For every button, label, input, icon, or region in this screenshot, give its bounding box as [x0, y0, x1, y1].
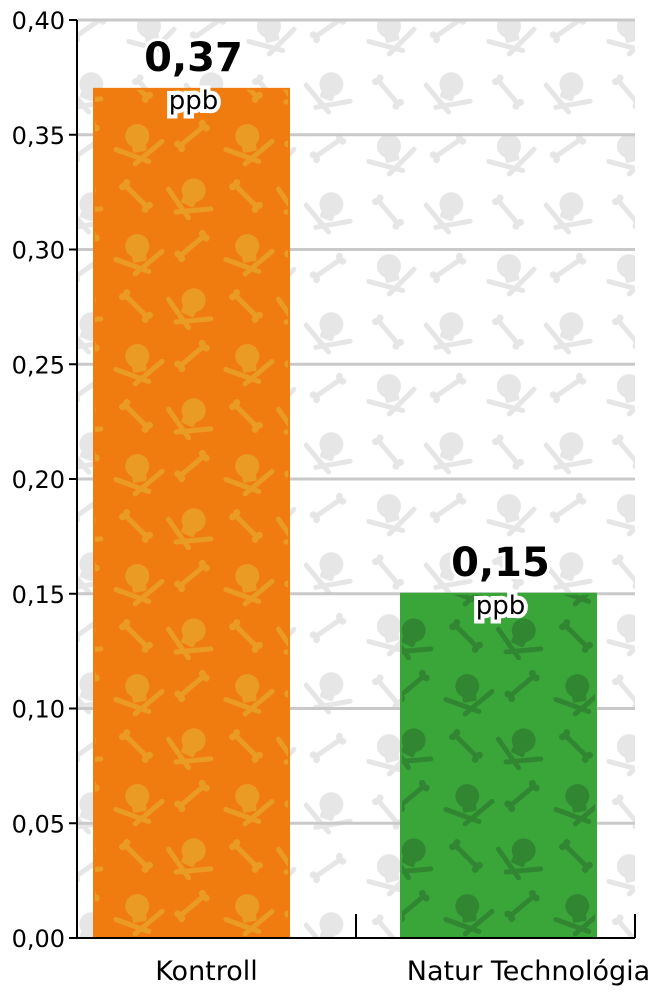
y-tick-label: 0,15 — [12, 581, 65, 609]
bars — [93, 87, 597, 940]
value-label: 0,15 — [451, 540, 550, 586]
labels: 0,37 ppb 0,15 ppb — [141, 32, 553, 625]
bar — [400, 592, 597, 939]
axes: 0,00 0,05 0,10 0,15 0,20 0,25 0,30 0,35 0,40 Kont… — [12, 7, 651, 987]
y-tick-label: 0,00 — [12, 925, 65, 953]
y-tick-label: 0,10 — [12, 696, 65, 724]
y-tick-label: 0,20 — [12, 466, 65, 494]
x-tick-label: Kontroll — [155, 956, 258, 987]
y-tick-label: 0,40 — [12, 7, 65, 35]
unit-label: ppb — [476, 591, 526, 621]
y-tick-label: 0,25 — [12, 351, 65, 379]
y-tick-label: 0,05 — [12, 810, 65, 838]
bar — [93, 87, 290, 940]
x-tick-label: Natur Technológia — [407, 956, 650, 987]
value-label: 0,37 — [144, 35, 243, 81]
unit-label: ppb — [169, 86, 219, 116]
y-tick-label: 0,35 — [12, 122, 65, 150]
y-tick-label: 0,30 — [12, 237, 65, 265]
